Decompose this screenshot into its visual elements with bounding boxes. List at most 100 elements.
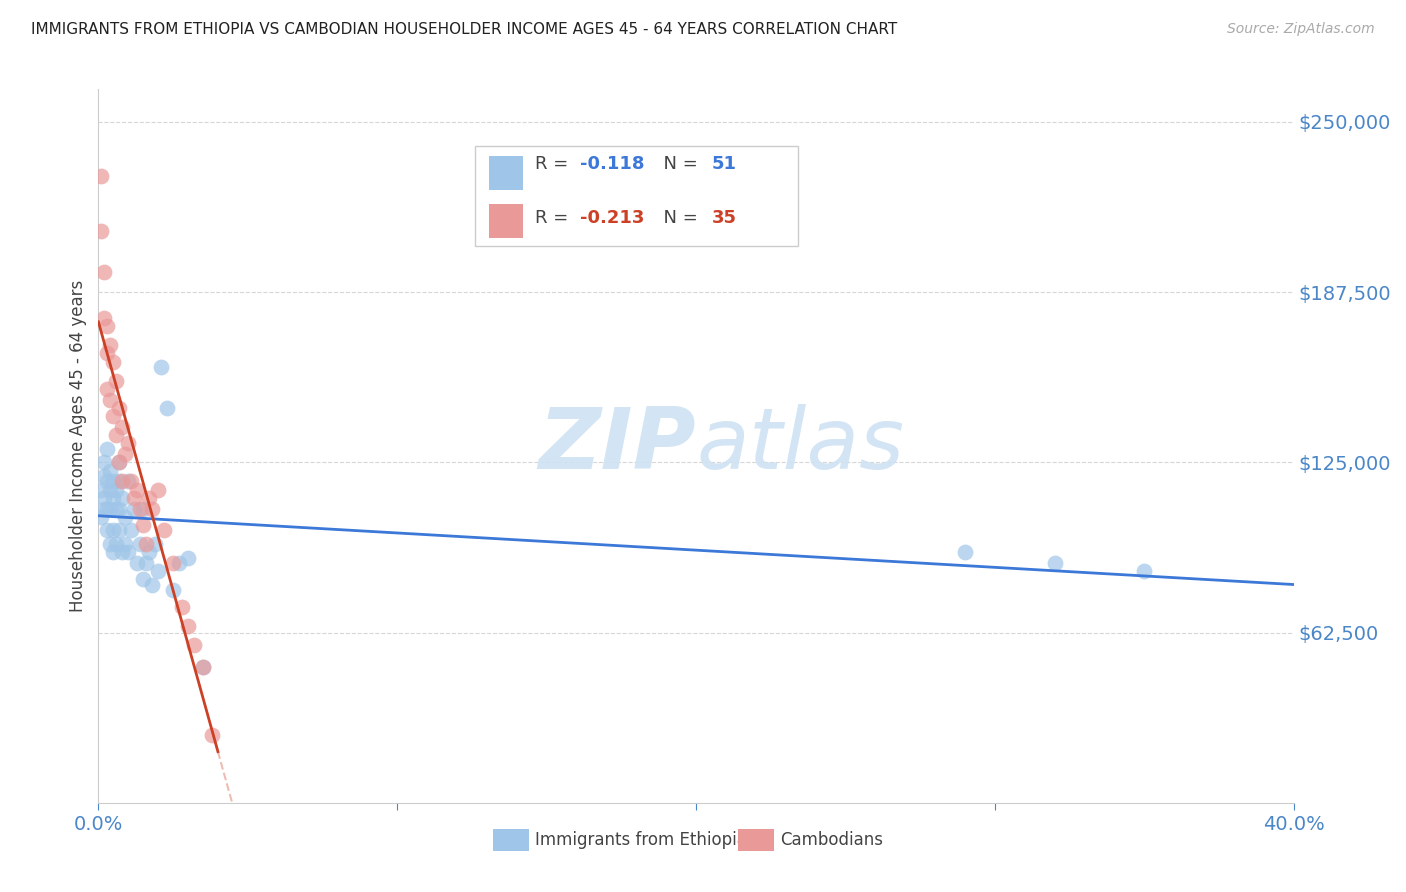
Point <box>191 659 214 673</box>
Text: Source: ZipAtlas.com: Source: ZipAtlas.com <box>1227 22 1375 37</box>
Text: R =: R = <box>534 210 574 227</box>
Point <box>167 556 190 570</box>
Point <box>141 501 163 516</box>
Point <box>108 401 131 415</box>
Point <box>135 537 157 551</box>
Point <box>953 545 976 559</box>
Point <box>117 545 139 559</box>
Point <box>111 475 134 489</box>
Point <box>129 537 152 551</box>
Point <box>183 638 205 652</box>
Text: IMMIGRANTS FROM ETHIOPIA VS CAMBODIAN HOUSEHOLDER INCOME AGES 45 - 64 YEARS CORR: IMMIGRANTS FROM ETHIOPIA VS CAMBODIAN HO… <box>31 22 897 37</box>
Text: 35: 35 <box>711 210 737 227</box>
FancyBboxPatch shape <box>738 830 773 851</box>
Point <box>117 475 139 489</box>
Point <box>90 224 112 238</box>
Point <box>132 518 155 533</box>
Text: atlas: atlas <box>696 404 904 488</box>
Point <box>93 310 115 325</box>
Point <box>108 455 131 469</box>
Point <box>191 659 214 673</box>
Point <box>148 564 170 578</box>
Point <box>172 599 194 614</box>
Point <box>108 524 131 538</box>
Point <box>98 501 122 516</box>
Text: 51: 51 <box>711 155 737 173</box>
Text: -0.213: -0.213 <box>581 210 644 227</box>
Point <box>132 501 155 516</box>
Point <box>162 583 184 598</box>
Point <box>103 545 125 559</box>
Point <box>108 455 131 469</box>
Point <box>114 509 136 524</box>
Point <box>201 728 224 742</box>
Point <box>96 475 118 489</box>
Point <box>96 346 118 360</box>
Text: R =: R = <box>534 155 574 173</box>
Point <box>96 501 118 516</box>
Point <box>117 436 139 450</box>
Point <box>96 382 118 396</box>
Point <box>103 409 125 423</box>
Point <box>108 475 131 489</box>
Text: -0.118: -0.118 <box>581 155 644 173</box>
Point <box>111 420 134 434</box>
Point <box>120 524 142 538</box>
Point <box>138 491 160 505</box>
Point <box>148 483 170 497</box>
Point <box>1043 556 1066 570</box>
Point <box>129 501 152 516</box>
Point <box>143 537 166 551</box>
Point <box>98 537 122 551</box>
Point <box>103 354 125 368</box>
Point <box>150 359 173 374</box>
Point <box>135 556 157 570</box>
Point <box>108 501 131 516</box>
Point <box>156 401 179 415</box>
Point <box>93 455 115 469</box>
Point <box>124 501 146 516</box>
Point <box>96 524 118 538</box>
FancyBboxPatch shape <box>494 830 529 851</box>
Point <box>93 265 115 279</box>
Point <box>103 491 125 505</box>
FancyBboxPatch shape <box>489 204 523 238</box>
Point <box>111 491 134 505</box>
Point <box>105 374 128 388</box>
Point <box>105 501 128 516</box>
Point <box>177 550 200 565</box>
Point <box>93 491 115 505</box>
Point <box>105 428 128 442</box>
Point <box>177 619 200 633</box>
Point <box>96 319 118 334</box>
Point <box>103 475 125 489</box>
Point <box>98 483 122 497</box>
Point <box>105 483 128 497</box>
Point <box>141 578 163 592</box>
Point <box>111 545 134 559</box>
Text: N =: N = <box>652 210 703 227</box>
Point <box>120 475 142 489</box>
Point <box>98 338 122 352</box>
Point <box>127 556 149 570</box>
Text: Cambodians: Cambodians <box>779 831 883 849</box>
Y-axis label: Householder Income Ages 45 - 64 years: Householder Income Ages 45 - 64 years <box>69 280 87 612</box>
Point <box>138 545 160 559</box>
Point <box>93 469 115 483</box>
Point <box>90 483 112 497</box>
Point <box>98 463 122 477</box>
Text: ZIP: ZIP <box>538 404 696 488</box>
Text: N =: N = <box>652 155 703 173</box>
Point <box>1133 564 1156 578</box>
Point <box>105 537 128 551</box>
Point <box>132 573 155 587</box>
Point <box>162 556 184 570</box>
FancyBboxPatch shape <box>489 156 523 190</box>
Point <box>93 501 115 516</box>
Point <box>114 537 136 551</box>
Point <box>90 509 112 524</box>
Point <box>124 491 146 505</box>
Point <box>127 483 149 497</box>
Point <box>90 169 112 184</box>
Text: Immigrants from Ethiopia: Immigrants from Ethiopia <box>534 831 747 849</box>
